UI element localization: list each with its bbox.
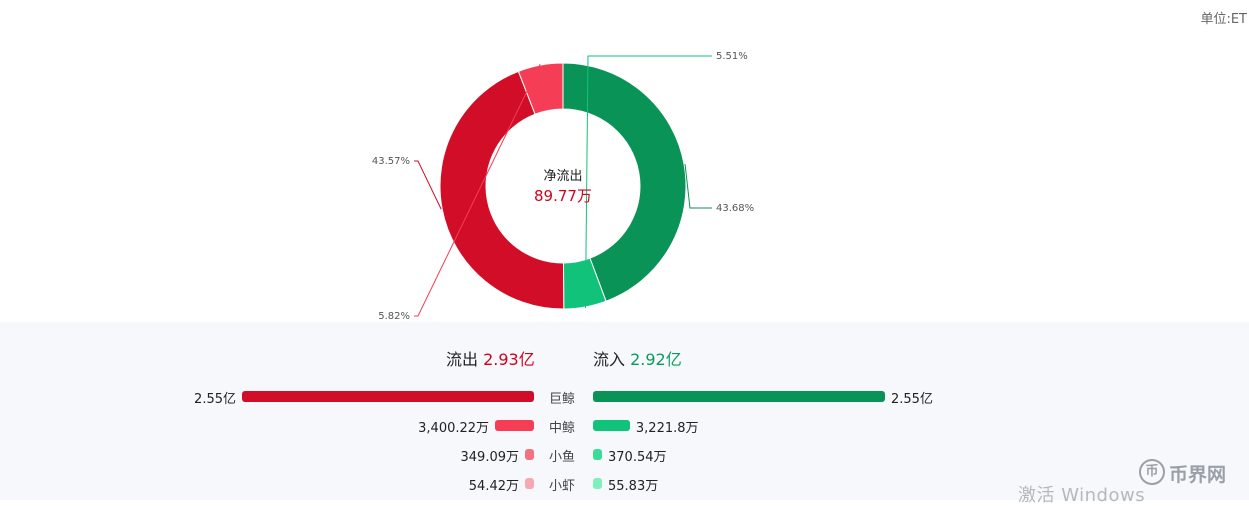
inflow-total: 流入 2.92亿	[593, 346, 682, 370]
slice-percent-label: 5.82%	[378, 311, 410, 322]
slice-percent-label: 43.57%	[372, 156, 410, 167]
inflow-bar	[593, 420, 630, 431]
flow-row: 2.55亿 巨鲸 2.55亿	[0, 384, 1249, 410]
flow-summary-panel	[0, 322, 1249, 500]
donut-slice[interactable]	[517, 62, 564, 115]
site-logo: 币 币界网	[1135, 456, 1243, 488]
inflow-bar	[593, 449, 602, 460]
inflow-value: 55.83万	[608, 479, 659, 494]
outflow-value: 2.55亿	[194, 392, 236, 407]
inflow-value: 2.55亿	[891, 392, 933, 407]
flow-row: 54.42万 小虾 55.83万	[0, 471, 1249, 497]
donut-slice[interactable]	[562, 62, 687, 302]
slice-label-leader-line	[414, 160, 442, 210]
outflow-value: 3,400.22万	[418, 421, 490, 436]
donut-slice[interactable]	[439, 70, 565, 310]
flow-row: 3,400.22万 中鲸 3,221.8万	[0, 413, 1249, 439]
slice-percent-label: 43.68%	[716, 203, 754, 214]
outflow-bar	[525, 449, 534, 460]
outflow-bar	[242, 391, 534, 402]
flow-row: 349.09万 小鱼 370.54万	[0, 442, 1249, 468]
flow-category-label: 中鲸	[549, 421, 576, 436]
donut-center-value: 89.77万	[534, 187, 592, 205]
outflow-value: 349.09万	[460, 450, 520, 465]
outflow-total-value: 2.93亿	[483, 350, 535, 369]
windows-activation-watermark: 激活 Windows	[1018, 485, 1146, 506]
outflow-bar	[495, 420, 534, 431]
outflow-bar	[525, 478, 534, 489]
donut-chart: 43.68% 5.51% 43.57% 5.82% 净流出 89.77万	[372, 51, 754, 322]
inflow-bar	[593, 478, 602, 489]
inflow-total-value: 2.92亿	[630, 350, 682, 369]
outflow-total: 流出 2.93亿	[446, 346, 535, 370]
slice-label-leader-line	[684, 163, 712, 209]
inflow-total-label: 流入	[593, 350, 626, 369]
inflow-value: 3,221.8万	[635, 421, 699, 436]
inflow-value: 370.54万	[608, 450, 667, 465]
slice-label-leader-line	[584, 55, 712, 308]
slice-percent-label: 5.51%	[716, 51, 748, 62]
flow-category-label: 巨鲸	[549, 392, 576, 407]
flow-category-label: 小虾	[549, 479, 576, 494]
inflow-bar	[593, 391, 885, 402]
coin-logo-icon: 币	[1139, 459, 1165, 485]
outflow-value: 54.42万	[468, 479, 519, 494]
flow-category-label: 小鱼	[549, 450, 576, 465]
unit-label: 单位:ET	[1200, 12, 1247, 27]
donut-center-label: 净流出	[543, 169, 582, 184]
brand-name: 币界网	[1169, 464, 1227, 486]
slice-label-leader-line	[414, 63, 541, 317]
outflow-total-label: 流出	[446, 350, 479, 369]
